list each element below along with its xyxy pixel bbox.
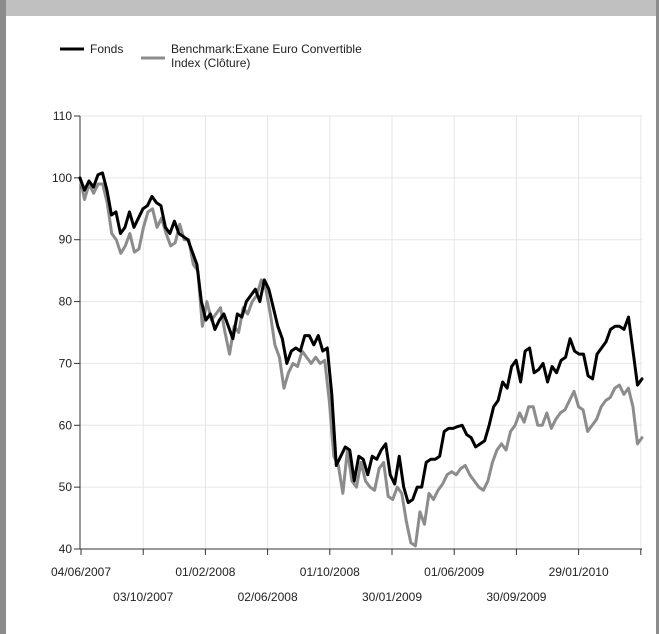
series-lines — [78, 171, 644, 548]
x-tick-label: 02/06/2008 — [238, 590, 298, 604]
grid — [80, 115, 642, 550]
legend: Fonds Benchmark:Exane Euro Convertible I… — [60, 42, 365, 70]
y-tick-label: 90 — [59, 233, 73, 247]
y-tick-label: 60 — [59, 418, 73, 432]
y-tick-label: 100 — [52, 171, 72, 185]
series-line-fonds — [78, 171, 644, 505]
series-line-benchmark — [78, 176, 644, 548]
x-tick-label: 01/06/2009 — [424, 565, 484, 579]
x-tick-label: 01/02/2008 — [175, 565, 235, 579]
y-tick-label: 70 — [59, 356, 73, 370]
x-tick-label: 04/06/2007 — [51, 565, 111, 579]
right-border — [656, 0, 659, 634]
x-tick-label: 03/10/2007 — [113, 590, 173, 604]
x-tick-label: 29/01/2010 — [549, 565, 609, 579]
x-tick-label: 30/09/2009 — [486, 590, 546, 604]
legend-label-benchmark-line1: Benchmark:Exane Euro Convertible — [171, 42, 362, 56]
legend-label-fonds: Fonds — [90, 42, 123, 56]
y-tick-label: 110 — [53, 109, 72, 123]
x-tick-label: 30/01/2009 — [362, 590, 422, 604]
x-tick-label: 01/10/2008 — [300, 565, 360, 579]
x-axis-ticks: 04/06/200703/10/200701/02/200802/06/2008… — [51, 549, 642, 604]
y-axis-ticks: 40 50 60 70 80 90 100 110 — [52, 109, 80, 556]
axes — [79, 116, 642, 550]
y-tick-label: 40 — [59, 542, 73, 556]
left-border — [0, 0, 6, 634]
y-tick-label: 50 — [59, 480, 73, 494]
legend-label-benchmark: Benchmark:Exane Euro Convertible Index (… — [171, 42, 365, 70]
top-bar — [0, 0, 659, 16]
y-tick-label: 80 — [59, 295, 73, 309]
legend-label-benchmark-line2: Index (Clôture) — [171, 56, 250, 70]
